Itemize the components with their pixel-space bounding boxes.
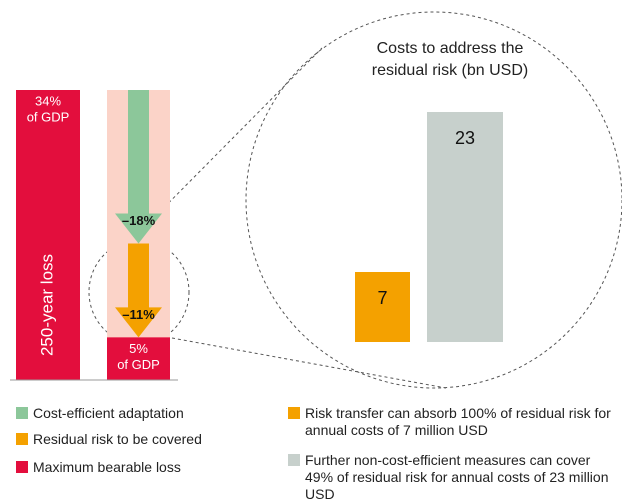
legend-swatch [16, 407, 28, 419]
bar [16, 90, 80, 380]
connector [171, 337, 447, 389]
legend-swatch [288, 407, 300, 419]
legend-swatch [16, 433, 28, 445]
unit-label: of GDP [27, 109, 70, 124]
value-label: 34% [35, 93, 61, 108]
legend-label: Further non-cost-efficient measures can … [305, 452, 609, 502]
bar [355, 272, 410, 342]
bar [107, 337, 170, 380]
legend-label: Risk transfer can absorb 100% of residua… [305, 405, 611, 438]
axis-label: 250-year loss [37, 254, 56, 356]
value-label: 5% [129, 341, 148, 356]
unit-label: of GDP [117, 357, 160, 372]
value-label: –11% [122, 307, 155, 322]
chart-title: Costs to address the residual risk (bn U… [371, 40, 529, 79]
bar [427, 112, 503, 342]
value-label: 23 [455, 128, 475, 148]
legend-label: Residual risk to be covered [33, 431, 202, 447]
legend-label: Maximum bearable loss [33, 459, 181, 475]
legend-swatch [288, 454, 300, 466]
arrow [115, 90, 162, 244]
legend-label: Cost-efficient adaptation [33, 405, 184, 421]
zoom-circle [245, 11, 622, 389]
value-label: –18% [122, 213, 156, 228]
arrow [115, 243, 162, 338]
legend-swatch [16, 461, 28, 473]
value-label: 7 [377, 288, 387, 308]
